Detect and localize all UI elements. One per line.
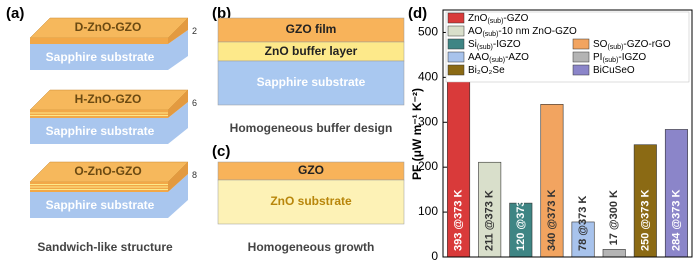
legend-label: Si(sub)-IGZO [468,39,521,52]
value-label: 340 @373 K [546,189,558,251]
panel-label: (c) [212,143,230,160]
slab: H-ZnO-GZO Sapphire substrate 6 [29,89,197,144]
legend-swatch [447,51,465,63]
legend-label: SO(sub)-GZO-rGO [593,39,671,52]
layer-count: 8 [192,170,197,180]
legend-label: Bi₂O₂Se [468,65,505,76]
layer-count: 2 [192,26,197,36]
legend-label: PI(sub)-IGZO [593,52,646,65]
y-tick-label: 300 [418,114,438,128]
value-label: 78 @373 K [577,196,589,251]
value-label: 17 @300 K [608,190,620,245]
legend-swatch [572,38,590,50]
legend-swatch [572,64,590,76]
y-tick-label: 200 [418,159,438,173]
layer-label: Sapphire substrate [257,75,366,89]
panel-label: (a) [6,5,24,22]
panel-label: (d) [408,5,427,22]
layer [217,17,405,43]
film-label: O-ZnO-GZO [74,164,141,178]
caption: Homogeneous buffer design [230,121,393,135]
y-tick-label: 100 [418,204,438,218]
legend-label: AAO(sub)-AZO [468,52,529,65]
legend-swatch [447,64,465,76]
layer-label: ZnO buffer layer [265,44,358,58]
substrate-label: Sapphire substrate [46,198,155,212]
y-tick-label: 400 [418,70,438,84]
legend-swatch [447,38,465,50]
layer-label: ZnO substrate [270,194,352,208]
value-label: 120 @373 K [515,189,527,251]
film-label: H-ZnO-GZO [75,92,142,106]
legend-label: AO(sub)-10 nm ZnO-GZO [468,26,577,39]
y-tick-label: 0 [431,249,438,263]
legend-label: BiCuSeO [593,65,635,76]
legend-box [445,11,690,83]
value-label: 211 @373 K [484,190,496,251]
layer-count: 6 [192,98,197,108]
plot: 0 100 200 300 400 500 393 @373 K 211 @373 K 120 … [418,9,693,263]
layer-label: GZO film [286,22,337,36]
value-label: 250 @373 K [639,189,651,251]
value-label: 284 @373 K [670,189,682,251]
slab: D-ZnO-GZO Sapphire substrate 2 [29,17,197,70]
plot-frame [442,9,693,258]
layer [217,60,405,106]
film-label: D-ZnO-GZO [75,20,142,34]
y-axis-label: PF (μW m⁻¹ K⁻²) [410,88,424,180]
legend-swatch [447,25,465,37]
slab: O-ZnO-GZO Sapphire substrate 8 [29,161,197,218]
y-tick-label: 500 [418,25,438,39]
bar [602,249,626,258]
legend-swatch [572,51,590,63]
caption: Sandwich-like structure [37,240,173,254]
legend-swatch [447,12,465,24]
substrate-label: Sapphire substrate [46,50,155,64]
panel-label: (b) [212,5,231,22]
caption: Homogeneous growth [248,240,375,254]
layer [217,179,405,225]
legend-label: ZnO(sub)-GZO [468,13,529,26]
layer-label: GZO [298,163,324,177]
substrate-label: Sapphire substrate [46,124,155,138]
value-label: 393 @373 K [452,189,464,251]
